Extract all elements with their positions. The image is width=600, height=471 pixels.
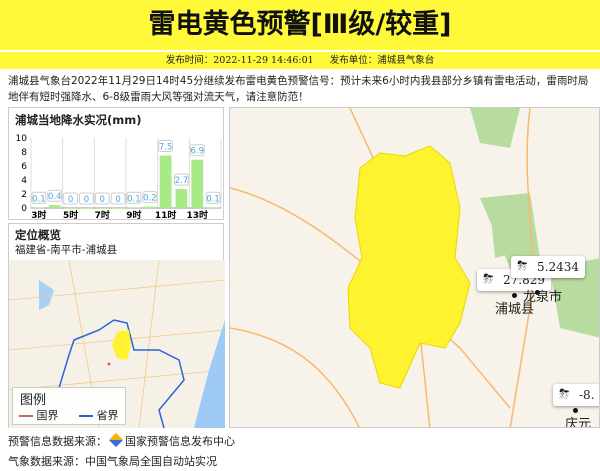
y-tick-label: 2 (21, 190, 27, 200)
x-tick-label: 9时 (126, 209, 141, 221)
data-label-box (63, 192, 79, 205)
weather-source: 气象数据来源：中国气象局全国自动站实况 (8, 455, 217, 468)
data-label-box (110, 192, 126, 205)
warning-map[interactable]: ⛈ 27.829 ⛈ 5.2434 ⛈ -8. 浦城县 龙泉市 庆元 (229, 107, 600, 428)
city-label: 庆元 (565, 417, 592, 428)
data-label: 0 (100, 195, 105, 205)
thunderstorm-icon: ⛈ (517, 259, 528, 274)
legend-title: 图例 (20, 393, 47, 408)
x-tick-label: 11时 (155, 209, 177, 221)
warning-area-mini (112, 330, 131, 360)
data-label: 0.1 (127, 194, 141, 204)
warning-description: 浦城县气象台2022年11月29日14时45分继续发布雷电黄色预警信号：预计未来… (8, 75, 589, 103)
data-label: 7.5 (159, 143, 173, 153)
location-panel: 定位概览 福建省-南平市-浦城县 图例 国界 省界 (8, 223, 225, 428)
data-label: 0.1 (206, 194, 220, 204)
data-label-box (142, 191, 158, 204)
data-label: 0.4 (48, 192, 62, 202)
data-label-box (47, 189, 63, 202)
x-tick-label: 3时 (31, 209, 46, 221)
data-label: 2.7 (175, 176, 189, 186)
location-title: 定位概览 (15, 228, 61, 242)
bar (207, 207, 219, 209)
chart-title: 浦城当地降水实况(mm) (15, 113, 142, 127)
x-tick-label: 5时 (63, 209, 78, 221)
data-label: 0.2 (143, 194, 157, 204)
warning-org-logo-icon (108, 432, 124, 448)
bar (112, 208, 124, 209)
data-label-box (31, 191, 47, 204)
bar (143, 206, 156, 208)
publish-meta: 发布时间：2022-11-29 14:46:01 发布单位：浦城县气象台 (0, 52, 600, 69)
warning-area (347, 145, 471, 389)
x-tick-label: 7时 (95, 209, 110, 221)
data-label-box (158, 140, 174, 152)
map-legend: 图例 国界 省界 (12, 387, 126, 425)
page-title: 雷电黄色预警[Ⅲ级/较重] (0, 0, 600, 50)
bar (48, 205, 61, 208)
overview-map[interactable]: 图例 国界 省界 (9, 260, 225, 428)
y-tick-label: 4 (21, 176, 27, 186)
data-label: 0 (84, 195, 89, 205)
thunderstorm-icon: ⛈ (559, 387, 570, 402)
data-label: 0 (115, 195, 120, 205)
data-label: 0.1 (32, 194, 46, 204)
thunderstorm-icon: ⛈ (483, 272, 494, 287)
legend-province: 省界 (79, 407, 119, 423)
legend-national: 国界 (19, 407, 59, 423)
y-tick-label: 10 (16, 134, 28, 144)
bar (96, 208, 109, 209)
bar (175, 189, 188, 208)
data-label: 6.9 (190, 147, 204, 157)
bar (80, 208, 93, 209)
city-label: 浦城县 (495, 302, 535, 317)
data-label: 0 (68, 195, 73, 205)
city-label: 龙泉市 (523, 290, 563, 305)
publish-unit: 发布单位：浦城县气象台 (329, 55, 435, 66)
y-tick-label: 0 (21, 204, 27, 214)
y-tick-label: 8 (21, 148, 27, 158)
bar (159, 155, 172, 208)
data-label-box (205, 191, 221, 204)
data-label-box (126, 191, 142, 204)
location-path: 福建省-南平市-浦城县 (15, 244, 118, 256)
bar (128, 207, 140, 209)
bar (64, 208, 77, 209)
y-tick-label: 6 (21, 162, 27, 172)
bar (33, 207, 45, 209)
x-tick-label: 13时 (186, 209, 208, 221)
bar (191, 159, 204, 208)
station-bubble[interactable]: ⛈ -8. (553, 384, 599, 406)
station-bubble[interactable]: ⛈ 5.2434 (511, 256, 585, 278)
data-label-box (189, 144, 205, 157)
precip-chart-panel: 浦城当地降水实况(mm) 0 2 4 6 8 10 0.1 0.4 0 0 0 0 0.1 0.2 7.5 2… (8, 107, 224, 221)
publish-time: 发布时间：2022-11-29 14:46:01 (165, 55, 314, 66)
data-label-box (94, 192, 110, 205)
warning-source: 预警信息数据来源： 国家预警信息发布中心 (8, 432, 235, 449)
data-label-box (174, 173, 189, 186)
data-label-box (79, 192, 94, 205)
